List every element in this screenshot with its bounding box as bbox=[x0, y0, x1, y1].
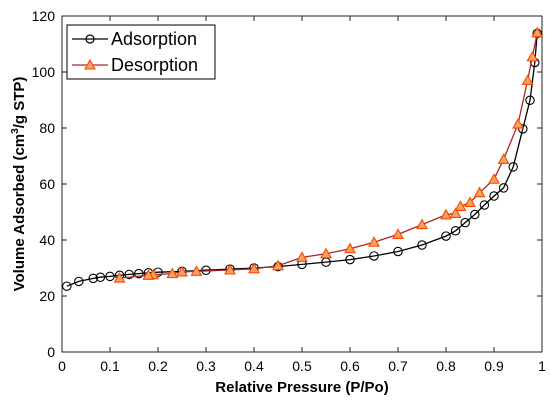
x-tick-label: 0.3 bbox=[196, 358, 216, 374]
adsorption-point bbox=[74, 276, 84, 287]
y-tick-label: 80 bbox=[39, 120, 55, 136]
desorption-point bbox=[190, 265, 203, 276]
x-tick-label: 0.6 bbox=[340, 358, 360, 374]
x-tick-label: 0.5 bbox=[292, 358, 312, 374]
y-tick-label: 120 bbox=[32, 8, 56, 24]
y-tick-label: 60 bbox=[39, 176, 55, 192]
adsorption-point bbox=[518, 124, 528, 134]
desorption-point bbox=[113, 271, 126, 283]
desorption-point bbox=[449, 207, 462, 218]
desorption-point bbox=[142, 269, 155, 280]
desorption-point bbox=[440, 208, 452, 220]
desorption-series bbox=[113, 26, 544, 283]
x-tick-label: 0 bbox=[58, 358, 66, 374]
legend-adsorption-label: Adsorption bbox=[111, 29, 197, 49]
adsorption-point bbox=[345, 254, 355, 265]
adsorption-point bbox=[124, 269, 134, 280]
x-axis-title: Relative Pressure (P/Po) bbox=[215, 379, 388, 396]
desorption-point bbox=[392, 228, 404, 239]
y-tick-label: 100 bbox=[32, 64, 56, 80]
desorption-point bbox=[166, 267, 179, 279]
adsorption-point bbox=[498, 183, 509, 193]
x-tick-label: 0.4 bbox=[244, 358, 264, 374]
adsorption-point bbox=[508, 162, 518, 172]
desorption-point bbox=[176, 265, 188, 277]
legend-desorption-label: Desorption bbox=[111, 55, 198, 75]
desorption-point bbox=[344, 242, 356, 254]
desorption-point bbox=[368, 236, 380, 247]
x-tick-label: 0.7 bbox=[388, 358, 408, 374]
adsorption-point bbox=[525, 95, 535, 106]
desorption-point bbox=[473, 186, 486, 198]
adsorption-point bbox=[134, 268, 144, 279]
desorption-point bbox=[416, 218, 428, 230]
legend-adsorption-marker bbox=[85, 34, 95, 44]
desorption-point bbox=[454, 200, 467, 211]
adsorption-point bbox=[369, 251, 379, 261]
x-tick-label: 0.2 bbox=[148, 358, 168, 374]
adsorption-point bbox=[417, 240, 427, 250]
desorption-point bbox=[296, 251, 308, 262]
desorption-point bbox=[320, 247, 332, 259]
axis-ticks: 0 0.1 0.2 0.3 0.4 0.5 0.6 0.7 0.8 0.9 1 0 20 40 60 80 10… bbox=[32, 8, 546, 374]
desorption-point bbox=[272, 259, 284, 271]
adsorption-point bbox=[479, 200, 490, 210]
adsorption-point bbox=[393, 246, 403, 257]
adsorption-point bbox=[88, 273, 98, 284]
legend-box bbox=[66, 24, 216, 80]
desorption-point bbox=[512, 117, 524, 129]
y-axis-title-sup: 3 bbox=[10, 128, 21, 134]
desorption-point bbox=[526, 50, 539, 62]
adsorption-series bbox=[62, 28, 542, 291]
adsorption-point bbox=[470, 209, 480, 220]
y-axis-title: Volume Adsorbed (cm3/g STP) bbox=[10, 77, 28, 292]
x-tick-label: 1 bbox=[538, 358, 546, 374]
desorption-point bbox=[488, 173, 500, 184]
x-tick-label: 0.8 bbox=[436, 358, 456, 374]
series-layer bbox=[62, 26, 544, 291]
legend-desorption-marker bbox=[84, 58, 96, 70]
y-tick-label: 20 bbox=[39, 288, 55, 304]
desorption-point bbox=[248, 262, 260, 274]
adsorption-point bbox=[105, 271, 115, 282]
adsorption-point bbox=[450, 226, 461, 236]
y-axis-title-pre: Volume Adsorbed (cm bbox=[11, 134, 28, 292]
adsorption-point bbox=[62, 281, 72, 291]
desorption-point bbox=[497, 153, 510, 164]
desorption-point bbox=[464, 196, 476, 208]
y-tick-label: 40 bbox=[39, 232, 55, 248]
desorption-point bbox=[224, 263, 236, 275]
adsorption-point bbox=[95, 272, 106, 282]
legend: Adsorption Desorption bbox=[66, 24, 216, 80]
adsorption-point bbox=[460, 217, 470, 228]
adsorption-point bbox=[441, 231, 451, 241]
adsorption-point bbox=[489, 191, 499, 201]
x-tick-label: 0.9 bbox=[484, 358, 504, 374]
desorption-point bbox=[531, 26, 544, 38]
x-tick-label: 0.1 bbox=[100, 358, 120, 374]
y-axis-title-post: /g STP) bbox=[11, 77, 28, 129]
y-tick-label: 0 bbox=[47, 344, 55, 360]
desorption-point bbox=[521, 74, 534, 85]
